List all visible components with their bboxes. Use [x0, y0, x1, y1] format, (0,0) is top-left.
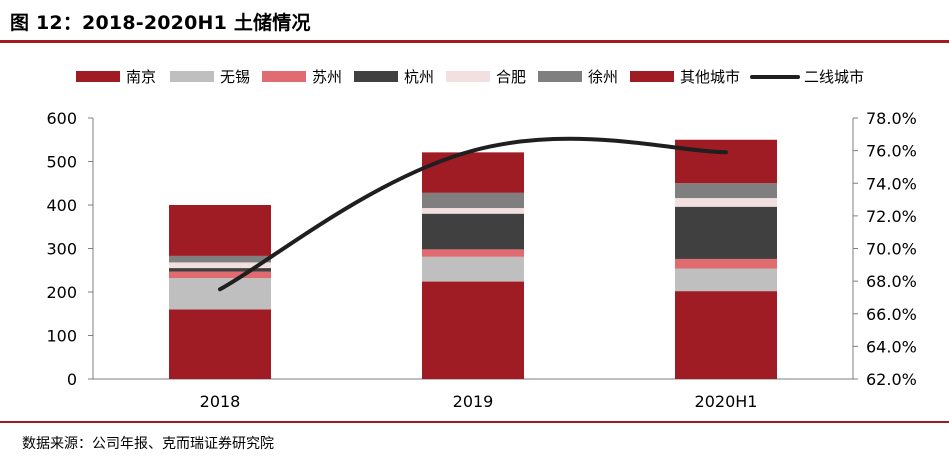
left-tick-label: 400: [46, 196, 77, 215]
legend-swatch: [446, 71, 490, 82]
bar-segment: [675, 291, 777, 379]
legend-label: 杭州: [404, 68, 434, 86]
right-tick-label: 74.0%: [866, 174, 917, 193]
bar-segment: [422, 192, 524, 209]
right-tick-label: 72.0%: [866, 207, 917, 226]
bar-segment: [169, 271, 271, 279]
legend-swatch: [262, 71, 306, 82]
left-tick-label: 300: [46, 240, 77, 259]
legend-swatch: [76, 71, 120, 82]
legend-swatch: [630, 71, 674, 82]
bar-segment: [422, 249, 524, 257]
bar-segment: [422, 213, 524, 250]
footer-divider: [0, 421, 949, 423]
left-tick-label: 600: [46, 109, 77, 128]
right-tick-label: 78.0%: [866, 109, 917, 128]
bar-segment: [169, 309, 271, 379]
legend-label: 苏州: [312, 68, 342, 86]
bar-segment: [422, 208, 524, 214]
source-note: 数据来源：公司年报、克而瑞证券研究院: [22, 436, 274, 452]
right-tick-label: 68.0%: [866, 272, 917, 291]
bar-segment: [675, 183, 777, 199]
bar-segment: [675, 268, 777, 292]
legend-label: 南京: [126, 68, 156, 86]
legend-label: 二线城市: [804, 68, 864, 86]
right-tick-label: 70.0%: [866, 240, 917, 259]
legend-label: 合肥: [496, 68, 526, 86]
legend-item: 二线城市: [750, 68, 864, 86]
bars: [169, 139, 777, 379]
bar-segment: [675, 198, 777, 207]
bar-segment: [169, 205, 271, 256]
x-tick-label: 2018: [200, 392, 241, 411]
left-tick-label: 0: [67, 370, 77, 389]
legend-swatch: [538, 71, 582, 82]
right-tick-label: 62.0%: [866, 370, 917, 389]
bar-segment: [422, 152, 524, 193]
legend-label: 徐州: [588, 68, 618, 86]
legend-item: 合肥: [446, 68, 526, 86]
bar-segment: [675, 139, 777, 184]
bar-segment: [169, 268, 271, 272]
legend-item: 苏州: [262, 68, 342, 86]
legend-swatch: [354, 71, 398, 82]
bar-segment: [675, 206, 777, 259]
legend-label: 无锡: [220, 68, 250, 86]
right-tick-label: 66.0%: [866, 305, 917, 324]
line-series: [218, 136, 728, 292]
right-tick-label: 64.0%: [866, 337, 917, 356]
legend: 南京 无锡 苏州 杭州 合肥 徐州 其他城市 二线城市: [76, 68, 864, 86]
legend-item: 无锡: [170, 68, 250, 86]
title-divider: [0, 40, 949, 43]
left-tick-label: 200: [46, 283, 77, 302]
tick-labels: 0 100 200 300 400 500 600 62.0% 64.0% 66.0% 68.0% 7…: [46, 109, 916, 411]
bar-segment: [169, 255, 271, 263]
x-tick-label: 2020H1: [695, 392, 758, 411]
x-tick-label: 2019: [453, 392, 494, 411]
bar-segment: [169, 262, 271, 269]
bar-segment: [422, 281, 524, 379]
line-path: [218, 136, 728, 292]
left-tick-label: 100: [46, 327, 77, 346]
legend-item: 杭州: [354, 68, 434, 86]
legend-label: 其他城市: [680, 68, 740, 86]
bar-segment: [422, 256, 524, 282]
chart-title: 图 12：2018-2020H1 土储情况: [10, 12, 311, 34]
right-tick-label: 76.0%: [866, 142, 917, 161]
legend-item: 南京: [76, 68, 156, 86]
left-tick-label: 500: [46, 153, 77, 172]
bar-segment: [169, 278, 271, 310]
legend-item: 其他城市: [630, 68, 740, 86]
bar-segment: [675, 258, 777, 269]
legend-item: 徐州: [538, 68, 618, 86]
legend-swatch: [170, 71, 214, 82]
